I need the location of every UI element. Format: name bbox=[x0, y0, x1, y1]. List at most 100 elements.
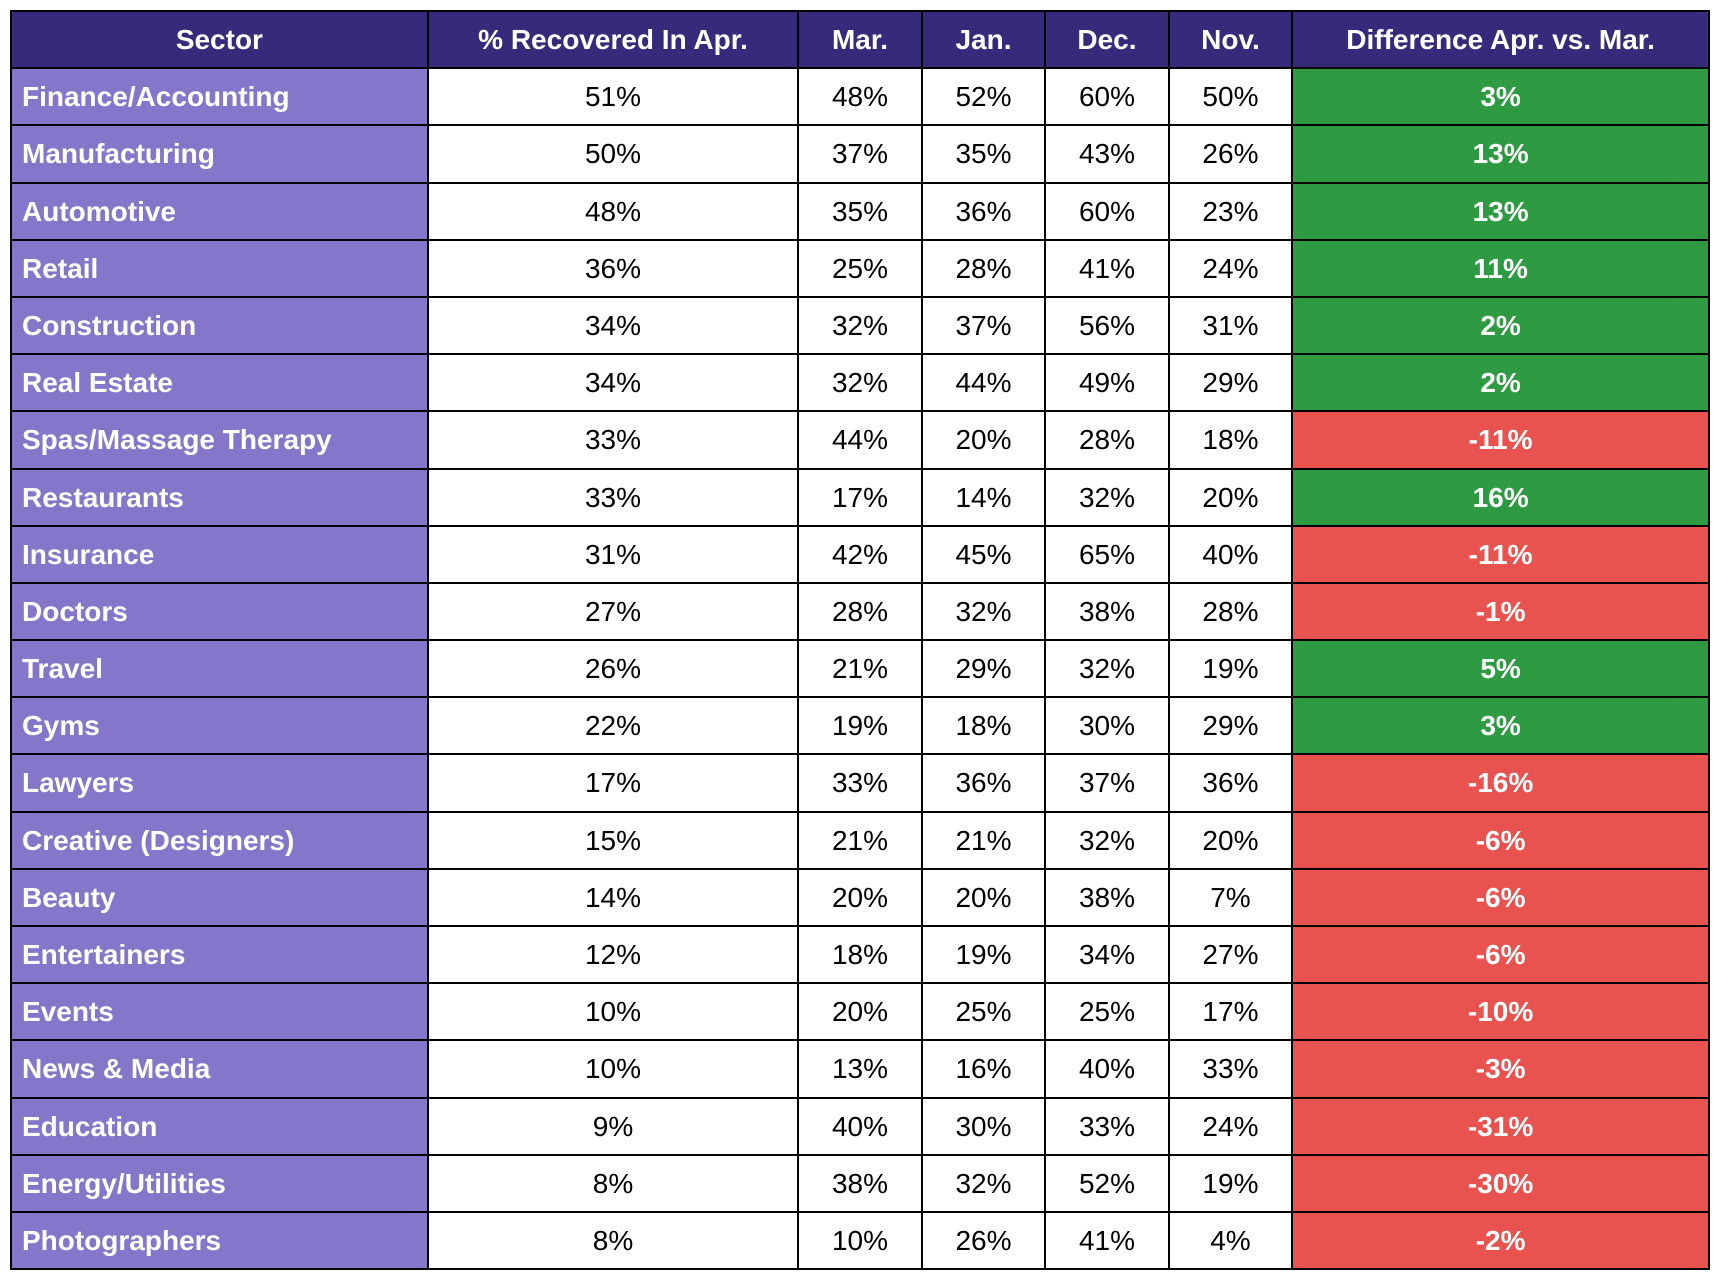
data-cell-dec: 32% bbox=[1045, 469, 1168, 526]
data-cell-dec: 60% bbox=[1045, 68, 1168, 125]
data-cell-nov: 20% bbox=[1169, 469, 1292, 526]
table-row: Insurance31%42%45%65%40%-11% bbox=[11, 526, 1709, 583]
sector-cell: Restaurants bbox=[11, 469, 428, 526]
recovery-table: Sector% Recovered In Apr.Mar.Jan.Dec.Nov… bbox=[10, 10, 1710, 1270]
table-row: Real Estate34%32%44%49%29%2% bbox=[11, 354, 1709, 411]
col-header-0: Sector bbox=[11, 11, 428, 68]
data-cell-nov: 29% bbox=[1169, 697, 1292, 754]
table-row: Beauty14%20%20%38%7%-6% bbox=[11, 869, 1709, 926]
diff-cell: 2% bbox=[1292, 297, 1709, 354]
data-cell-apr: 48% bbox=[428, 183, 798, 240]
data-cell-jan: 16% bbox=[922, 1040, 1045, 1097]
data-cell-dec: 38% bbox=[1045, 583, 1168, 640]
data-cell-jan: 19% bbox=[922, 926, 1045, 983]
data-cell-mar: 19% bbox=[798, 697, 921, 754]
table-row: Retail36%25%28%41%24%11% bbox=[11, 240, 1709, 297]
data-cell-apr: 51% bbox=[428, 68, 798, 125]
diff-cell: 2% bbox=[1292, 354, 1709, 411]
col-header-3: Jan. bbox=[922, 11, 1045, 68]
data-cell-dec: 56% bbox=[1045, 297, 1168, 354]
diff-cell: 13% bbox=[1292, 125, 1709, 182]
sector-cell: Lawyers bbox=[11, 754, 428, 811]
data-cell-dec: 49% bbox=[1045, 354, 1168, 411]
table-row: Gyms22%19%18%30%29%3% bbox=[11, 697, 1709, 754]
sector-cell: Creative (Designers) bbox=[11, 812, 428, 869]
diff-cell: 3% bbox=[1292, 697, 1709, 754]
table-head: Sector% Recovered In Apr.Mar.Jan.Dec.Nov… bbox=[11, 11, 1709, 68]
data-cell-nov: 27% bbox=[1169, 926, 1292, 983]
data-cell-nov: 23% bbox=[1169, 183, 1292, 240]
data-cell-apr: 33% bbox=[428, 469, 798, 526]
sector-cell: Insurance bbox=[11, 526, 428, 583]
data-cell-dec: 41% bbox=[1045, 240, 1168, 297]
data-cell-dec: 41% bbox=[1045, 1212, 1168, 1269]
table-row: Travel26%21%29%32%19%5% bbox=[11, 640, 1709, 697]
data-cell-nov: 40% bbox=[1169, 526, 1292, 583]
data-cell-jan: 44% bbox=[922, 354, 1045, 411]
data-cell-mar: 28% bbox=[798, 583, 921, 640]
table-row: News & Media10%13%16%40%33%-3% bbox=[11, 1040, 1709, 1097]
sector-cell: Retail bbox=[11, 240, 428, 297]
data-cell-mar: 21% bbox=[798, 640, 921, 697]
data-cell-jan: 32% bbox=[922, 583, 1045, 640]
data-cell-apr: 9% bbox=[428, 1098, 798, 1155]
table-row: Finance/Accounting51%48%52%60%50%3% bbox=[11, 68, 1709, 125]
diff-cell: 13% bbox=[1292, 183, 1709, 240]
data-cell-nov: 20% bbox=[1169, 812, 1292, 869]
data-cell-jan: 20% bbox=[922, 411, 1045, 468]
data-cell-apr: 14% bbox=[428, 869, 798, 926]
diff-cell: -6% bbox=[1292, 926, 1709, 983]
data-cell-dec: 34% bbox=[1045, 926, 1168, 983]
data-cell-nov: 18% bbox=[1169, 411, 1292, 468]
table-row: Creative (Designers)15%21%21%32%20%-6% bbox=[11, 812, 1709, 869]
data-cell-mar: 33% bbox=[798, 754, 921, 811]
header-row: Sector% Recovered In Apr.Mar.Jan.Dec.Nov… bbox=[11, 11, 1709, 68]
data-cell-mar: 13% bbox=[798, 1040, 921, 1097]
data-cell-jan: 37% bbox=[922, 297, 1045, 354]
diff-cell: -31% bbox=[1292, 1098, 1709, 1155]
sector-cell: Real Estate bbox=[11, 354, 428, 411]
data-cell-nov: 33% bbox=[1169, 1040, 1292, 1097]
diff-cell: -11% bbox=[1292, 526, 1709, 583]
sector-cell: Doctors bbox=[11, 583, 428, 640]
diff-cell: -2% bbox=[1292, 1212, 1709, 1269]
data-cell-nov: 50% bbox=[1169, 68, 1292, 125]
data-cell-jan: 32% bbox=[922, 1155, 1045, 1212]
data-cell-jan: 29% bbox=[922, 640, 1045, 697]
data-cell-apr: 27% bbox=[428, 583, 798, 640]
data-cell-jan: 18% bbox=[922, 697, 1045, 754]
diff-cell: -10% bbox=[1292, 983, 1709, 1040]
table-row: Energy/Utilities8%38%32%52%19%-30% bbox=[11, 1155, 1709, 1212]
data-cell-mar: 18% bbox=[798, 926, 921, 983]
data-cell-apr: 12% bbox=[428, 926, 798, 983]
data-cell-dec: 43% bbox=[1045, 125, 1168, 182]
data-cell-mar: 20% bbox=[798, 983, 921, 1040]
table-row: Photographers8%10%26%41%4%-2% bbox=[11, 1212, 1709, 1269]
data-cell-apr: 36% bbox=[428, 240, 798, 297]
sector-cell: Events bbox=[11, 983, 428, 1040]
sector-cell: Spas/Massage Therapy bbox=[11, 411, 428, 468]
table-row: Construction34%32%37%56%31%2% bbox=[11, 297, 1709, 354]
sector-cell: Manufacturing bbox=[11, 125, 428, 182]
sector-cell: Entertainers bbox=[11, 926, 428, 983]
diff-cell: -1% bbox=[1292, 583, 1709, 640]
data-cell-jan: 36% bbox=[922, 183, 1045, 240]
data-cell-dec: 28% bbox=[1045, 411, 1168, 468]
sector-cell: Beauty bbox=[11, 869, 428, 926]
data-cell-apr: 33% bbox=[428, 411, 798, 468]
table-row: Manufacturing50%37%35%43%26%13% bbox=[11, 125, 1709, 182]
sector-cell: Energy/Utilities bbox=[11, 1155, 428, 1212]
sector-cell: Photographers bbox=[11, 1212, 428, 1269]
data-cell-jan: 26% bbox=[922, 1212, 1045, 1269]
data-cell-mar: 38% bbox=[798, 1155, 921, 1212]
data-cell-apr: 34% bbox=[428, 297, 798, 354]
sector-cell: Gyms bbox=[11, 697, 428, 754]
table-row: Education9%40%30%33%24%-31% bbox=[11, 1098, 1709, 1155]
data-cell-nov: 28% bbox=[1169, 583, 1292, 640]
data-cell-nov: 26% bbox=[1169, 125, 1292, 182]
table-row: Doctors27%28%32%38%28%-1% bbox=[11, 583, 1709, 640]
diff-cell: -3% bbox=[1292, 1040, 1709, 1097]
data-cell-dec: 65% bbox=[1045, 526, 1168, 583]
table-row: Spas/Massage Therapy33%44%20%28%18%-11% bbox=[11, 411, 1709, 468]
diff-cell: 11% bbox=[1292, 240, 1709, 297]
